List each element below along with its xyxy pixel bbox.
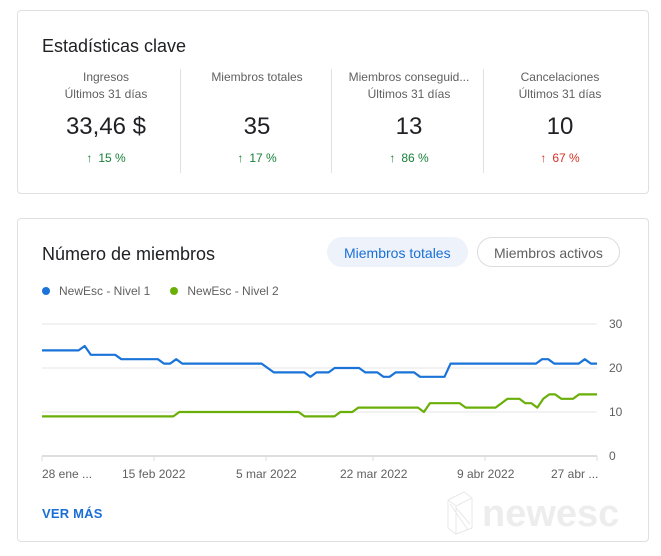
stat-change: ↑ 86 % <box>334 150 484 166</box>
legend-dot-icon <box>42 287 50 295</box>
arrow-up-icon: ↑ <box>237 151 244 165</box>
stat-label: Cancelaciones <box>520 70 600 84</box>
stat-value: 33,46 $ <box>65 113 147 140</box>
y-tick-label: 10 <box>609 405 623 419</box>
stat-value: 10 <box>546 113 574 140</box>
members-chart-card: Número de miembros Miembros totales Miem… <box>17 218 649 542</box>
y-tick-label: 0 <box>609 449 616 463</box>
active-members-toggle[interactable]: Miembros activos <box>477 237 620 267</box>
key-stats-card: Estadísticas clave Ingresos Últimos 31 d… <box>17 10 649 194</box>
stat-label: Ingresos <box>82 70 130 84</box>
stat-cancellations: Cancelaciones Últimos 31 días 10 ↑ 67 % <box>485 69 635 173</box>
see-more-link[interactable]: VER MÁS <box>42 506 103 521</box>
x-tick-label: 5 mar 2022 <box>236 467 297 481</box>
stat-period: Últimos 31 días <box>518 87 602 101</box>
stat-period: Últimos 31 días <box>367 87 451 101</box>
stat-change: ↑ 15 % <box>31 150 181 166</box>
y-tick-label: 30 <box>609 317 623 331</box>
legend-dot-icon <box>170 287 179 295</box>
arrow-up-icon: ↑ <box>389 151 396 165</box>
divider <box>180 69 181 173</box>
legend-label: NewEsc - Nivel 2 <box>187 284 279 298</box>
stat-change: ↑ 67 % <box>485 150 635 166</box>
stat-value: 35 <box>243 113 271 140</box>
series-line-level-1[interactable] <box>42 344 597 378</box>
x-tick-label: 28 ene ... <box>42 467 92 481</box>
stat-period: Últimos 31 días <box>64 87 148 101</box>
stat-total-members: Miembros totales 35 ↑ 17 % <box>182 69 332 173</box>
stat-revenue: Ingresos Últimos 31 días 33,46 $ ↑ 15 % <box>31 69 181 173</box>
series-line-level-2[interactable] <box>42 393 597 418</box>
stat-change-value: 86 % <box>401 151 429 165</box>
x-ticks: 28 ene ... 15 feb 2022 5 mar 2022 22 mar 20… <box>41 456 598 481</box>
members-chart-title: Número de miembros <box>42 244 216 264</box>
legend-label: NewEsc - Nivel 1 <box>59 284 151 298</box>
stat-value: 13 <box>395 113 423 140</box>
x-tick-label: 9 abr 2022 <box>457 467 515 481</box>
y-ticks: 0 10 20 30 <box>609 317 623 463</box>
stat-change-value: 67 % <box>552 151 580 165</box>
total-members-toggle[interactable]: Miembros totales <box>327 237 468 267</box>
arrow-up-icon: ↑ <box>86 151 93 165</box>
stat-change-value: 17 % <box>249 151 277 165</box>
legend-item-level-1[interactable]: NewEsc - Nivel 1 <box>42 284 150 298</box>
stat-label: Miembros conseguid... <box>348 70 470 84</box>
stat-change-value: 15 % <box>98 151 126 165</box>
legend-item-level-2[interactable]: NewEsc - Nivel 2 <box>170 284 279 298</box>
stat-change: ↑ 17 % <box>182 150 332 166</box>
stat-members-gained: Miembros conseguid... Últimos 31 días 13… <box>334 69 484 173</box>
x-tick-label: 27 abr ... <box>551 467 598 481</box>
arrow-up-icon: ↑ <box>540 151 547 165</box>
divider <box>483 69 484 173</box>
newesc-watermark-logo: newesc <box>447 491 619 535</box>
x-tick-label: 15 feb 2022 <box>122 467 186 481</box>
stat-label: Miembros totales <box>211 70 303 84</box>
key-stats-title: Estadísticas clave <box>42 36 187 56</box>
x-tick-label: 22 mar 2022 <box>340 467 408 481</box>
newesc-logo-icon <box>447 491 473 535</box>
divider <box>331 69 332 173</box>
chart-legend: NewEsc - Nivel 1 NewEsc - Nivel 2 <box>42 284 279 298</box>
y-tick-label: 20 <box>609 361 623 375</box>
watermark-text: newesc <box>482 493 619 535</box>
